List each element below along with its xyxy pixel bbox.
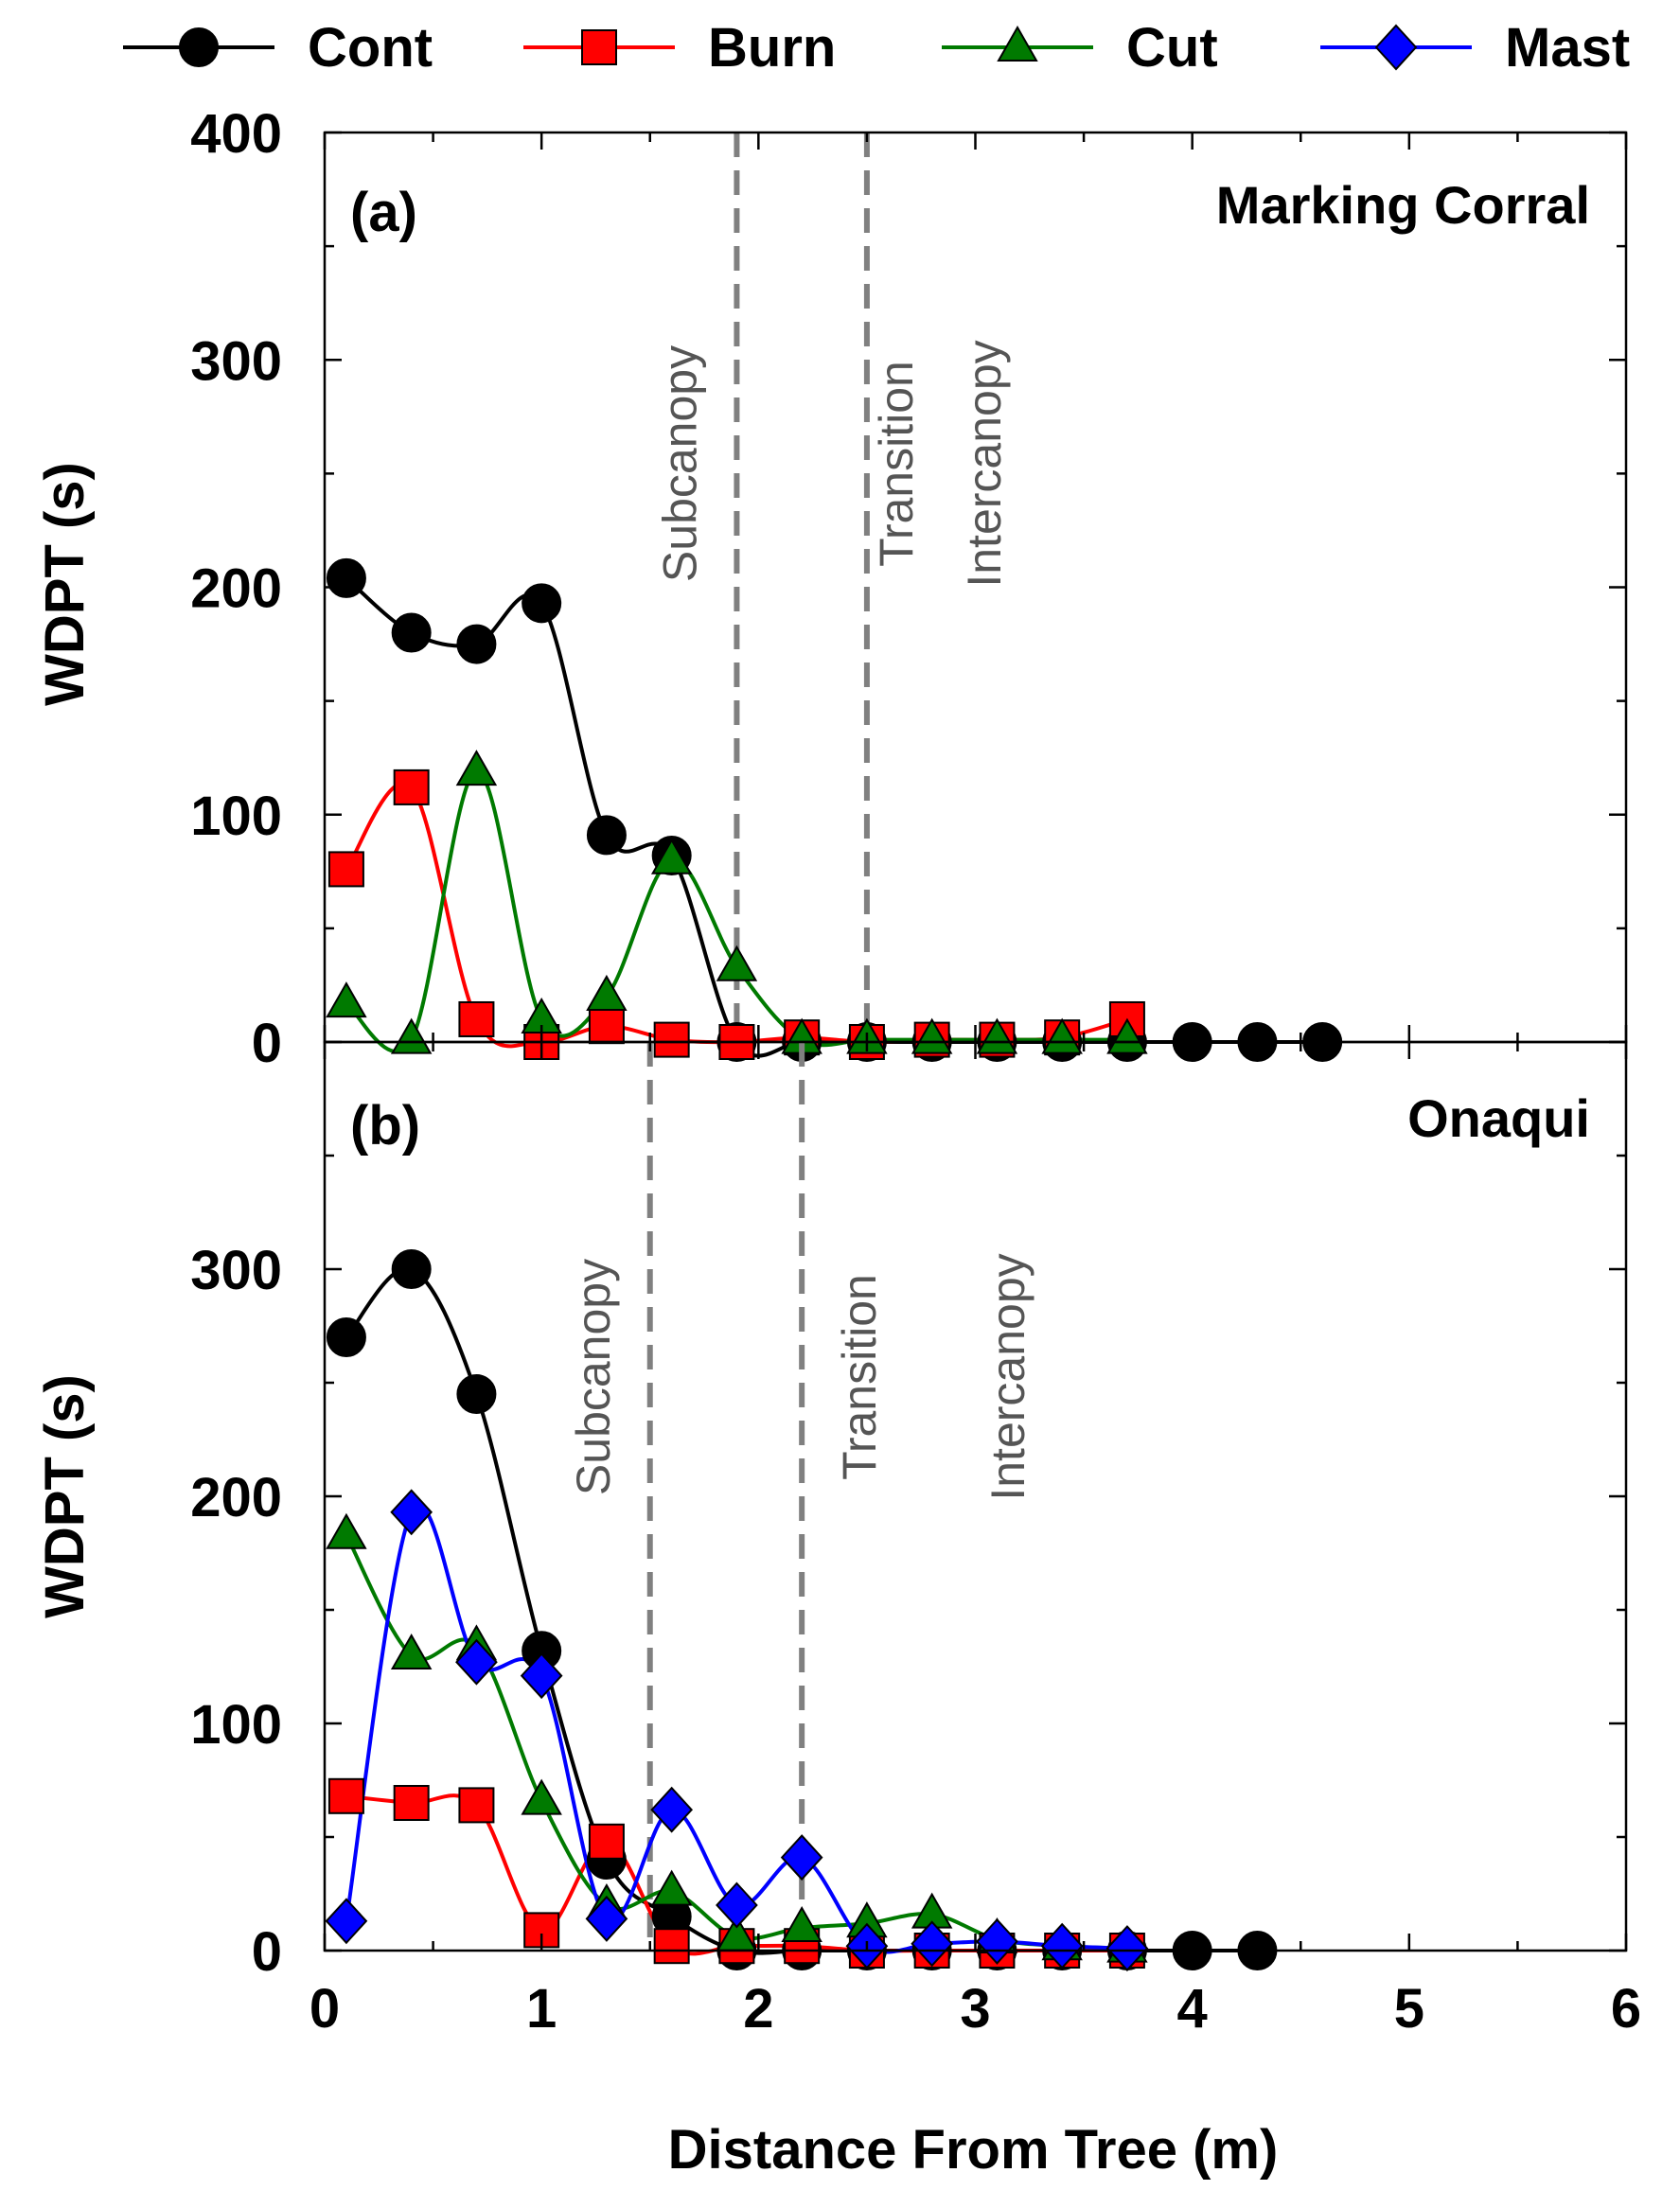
panel-b-zone-lines — [646, 1042, 805, 1951]
panel-b-point-mast — [911, 1920, 954, 1968]
panel-b-point-cut — [521, 1778, 562, 1815]
panel-a-y-tick-label: 400 — [190, 103, 282, 165]
legend: Cont Burn Cut Mast — [123, 17, 1630, 79]
legend-marker-cont — [179, 27, 219, 67]
panel-b-point-mast — [390, 1489, 433, 1536]
panel-a-y-tick-label: 200 — [190, 558, 282, 620]
panel-b-point-burn — [588, 1823, 625, 1860]
panel-b-point-mast — [780, 1834, 823, 1881]
panel-a-zone-label-transition: Transition — [870, 361, 923, 567]
panel-a-point-burn — [327, 851, 364, 888]
legend-label-cut: Cut — [1126, 17, 1218, 79]
panel-b-point-mast — [716, 1881, 758, 1929]
panel-a-zone-lines — [734, 132, 870, 1042]
legend-label-burn: Burn — [708, 17, 836, 79]
panel-b-point-cont — [456, 1374, 497, 1414]
panel-b-zone-labels: Subcanopy Transition Intercanopy — [567, 1253, 1035, 1500]
legend-marker-burn — [581, 29, 617, 65]
panel-b-point-mast — [1040, 1922, 1084, 1970]
panel-a-point-burn — [588, 1008, 625, 1045]
panel-b-point-cont — [391, 1249, 432, 1289]
panel-a-point-cont — [456, 624, 497, 664]
panel-a-site-title: Marking Corral — [1216, 175, 1590, 235]
panel-a-y-axis-title: WDPT (s) — [34, 462, 96, 706]
panel-b-point-mast — [455, 1638, 498, 1686]
panel-b-point-burn — [393, 1785, 430, 1821]
x-tick-label: 3 — [960, 1978, 990, 2040]
x-tick-label: 0 — [309, 1978, 340, 2040]
x-axis-title: Distance From Tree (m) — [668, 2119, 1279, 2181]
legend-label-cont: Cont — [308, 17, 433, 79]
panel-b-point-mast — [976, 1917, 1018, 1965]
panel-b-point-mast — [520, 1652, 563, 1700]
panel-a-point-cut — [326, 981, 367, 1018]
panel-b-zone-label-transition: Transition — [833, 1274, 886, 1480]
panel-a-point-cut — [911, 1017, 953, 1054]
legend-marker-cut — [997, 25, 1038, 62]
panel-b-y-tick-label: 300 — [190, 1240, 282, 1301]
panel-b-point-cut — [650, 1869, 693, 1906]
panel-a-point-cont — [391, 612, 432, 653]
panel-a-y-tick-label: 100 — [190, 786, 282, 847]
panel-b-onaqui: 0 100 200 300 0 1 2 3 4 5 6 (b) Onaqui Subcanopy T… — [190, 1040, 1641, 2040]
panel-a-point-cut — [586, 974, 628, 1011]
panel-b-point-burn — [327, 1777, 364, 1814]
panel-a-point-cut — [390, 1017, 433, 1054]
panel-b-point-cut — [781, 1905, 822, 1942]
panel-b-point-mast — [325, 1898, 368, 1945]
panel-b-point-cut — [390, 1633, 433, 1669]
panel-a-point-cut — [1041, 1017, 1083, 1054]
panel-a-zone-label-intercanopy: Intercanopy — [958, 340, 1011, 587]
x-axis-ticks: 0 1 2 3 4 5 6 — [309, 1978, 1641, 2040]
panel-b-point-mast — [1105, 1925, 1149, 1972]
panel-b-zone-label-intercanopy: Intercanopy — [981, 1253, 1035, 1500]
panel-b-y-tick-label: 0 — [252, 1921, 282, 1983]
panel-b-point-burn — [458, 1787, 495, 1824]
panel-a-point-cut — [650, 838, 693, 874]
legend-item-cont: Cont — [123, 17, 433, 79]
panel-a-point-cont — [522, 583, 562, 624]
panel-a-letter: (a) — [350, 182, 417, 243]
legend-item-burn: Burn — [523, 17, 836, 79]
x-tick-label: 2 — [743, 1978, 773, 2040]
panel-b-point-cut — [326, 1512, 367, 1549]
panel-a-point-cut — [716, 945, 758, 981]
panel-b-y-tick-label: 100 — [190, 1694, 282, 1756]
x-tick-label: 5 — [1394, 1978, 1424, 2040]
x-tick-label: 6 — [1611, 1978, 1641, 2040]
panel-a-point-burn — [393, 768, 430, 805]
panel-a-point-burn — [653, 1021, 690, 1058]
panel-b-y-axis: 0 100 200 300 — [190, 1040, 1628, 1983]
x-tick-label: 4 — [1177, 1978, 1208, 2040]
panel-a-y-tick-label: 300 — [190, 330, 282, 392]
legend-marker-mast — [1374, 24, 1418, 71]
panel-a-point-cut — [1106, 1017, 1148, 1054]
panel-a-point-cut — [455, 750, 498, 786]
panel-b-y-axis-title: WDPT (s) — [34, 1374, 96, 1618]
panel-b-point-burn — [653, 1928, 690, 1965]
panel-a-point-cut — [976, 1017, 1018, 1054]
panel-b-point-cont — [326, 1317, 366, 1357]
panel-a-point-cont — [586, 815, 627, 856]
panel-a-zone-label-subcanopy: Subcanopy — [653, 345, 706, 582]
panel-a-zone-labels: Subcanopy Transition Intercanopy — [653, 340, 1010, 587]
panel-a-point-cont — [326, 557, 366, 598]
panel-b-point-mast — [585, 1895, 628, 1942]
panel-b-site-title: Onaqui — [1407, 1088, 1590, 1148]
panel-a-point-burn — [458, 1000, 495, 1037]
legend-item-mast: Mast — [1320, 17, 1630, 79]
legend-item-cut: Cut — [942, 17, 1218, 79]
x-tick-label: 1 — [526, 1978, 557, 2040]
panel-b-letter: (b) — [350, 1095, 420, 1157]
panel-b-y-tick-label: 200 — [190, 1467, 282, 1528]
panel-a-y-axis: 0 100 200 300 400 — [190, 103, 1628, 1074]
panel-a-y-tick-label: 0 — [252, 1013, 282, 1074]
legend-label-mast: Mast — [1505, 17, 1630, 79]
panel-b-zone-label-subcanopy: Subcanopy — [567, 1259, 620, 1495]
panel-b-point-mast — [650, 1786, 694, 1833]
